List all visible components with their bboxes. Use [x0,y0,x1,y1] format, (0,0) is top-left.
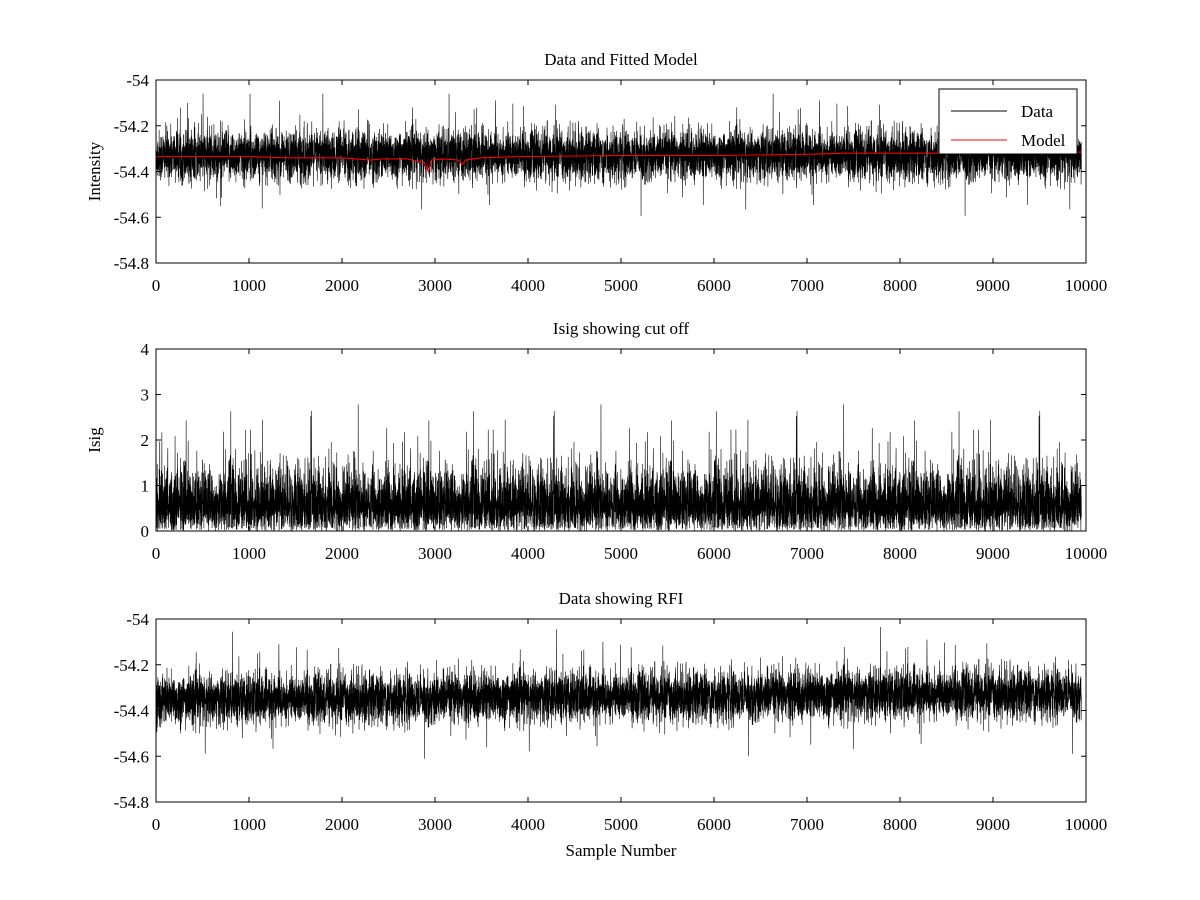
x-tick-label: 5000 [604,544,638,563]
legend-box [938,88,1078,155]
subplot-title: Isig showing cut off [553,319,689,338]
y-tick-label: -54.2 [114,656,149,675]
x-tick-label: 8000 [883,815,917,834]
y-tick-label: 1 [141,477,150,496]
x-tick-label: 0 [152,276,161,295]
y-tick-label: 2 [141,431,150,450]
y-tick-label: 3 [141,386,150,405]
x-tick-label: 0 [152,815,161,834]
x-tick-label: 10000 [1065,815,1108,834]
y-tick-label: 4 [141,340,150,359]
subplot-3: 0 1000 2000 3000 4000 5000 6000 7000 8000 9000 100… [114,589,1108,860]
x-tick-label: 8000 [883,544,917,563]
x-tick-label: 7000 [790,544,824,563]
x-tick-label: 9000 [976,544,1010,563]
legend-label-model: Model [1021,131,1066,150]
y-tick-label: -54.4 [114,702,150,721]
x-tick-label: 1000 [232,276,266,295]
x-tick-label: 0 [152,544,161,563]
subplot-title: Data showing RFI [559,589,684,608]
y-axis-label: Intensity [85,141,104,201]
x-tick-label: 2000 [325,815,359,834]
subplot-2: 0 1000 2000 3000 4000 5000 6000 7000 8000 9000 100… [85,319,1107,563]
x-tick-label: 4000 [511,276,545,295]
x-tick-label: 6000 [697,815,731,834]
y-tick-label: -54.8 [114,254,149,273]
legend: Data Model [938,88,1078,155]
x-tick-label: 2000 [325,276,359,295]
y-tick-label: -54.2 [114,117,149,136]
x-tick-label: 3000 [418,544,452,563]
x-tick-label: 1000 [232,544,266,563]
x-tick-label: 4000 [511,815,545,834]
y-tick-label: -54.6 [114,747,149,766]
y-tick-label: -54.4 [114,163,150,182]
x-tick-label: 7000 [790,276,824,295]
x-tick-label: 6000 [697,544,731,563]
subplot-title: Data and Fitted Model [544,50,698,69]
x-tick-label: 5000 [604,276,638,295]
x-tick-label: 9000 [976,276,1010,295]
x-tick-label: 7000 [790,815,824,834]
x-tick-label: 6000 [697,276,731,295]
y-tick-label: 0 [141,522,150,541]
y-tick-label: -54 [126,610,149,629]
x-tick-label: 5000 [604,815,638,834]
x-tick-label: 10000 [1065,276,1108,295]
x-tick-label: 4000 [511,544,545,563]
x-tick-label: 8000 [883,276,917,295]
x-tick-label: 3000 [418,276,452,295]
series-line-model [156,151,1082,174]
x-axis-label: Sample Number [566,841,677,860]
x-tick-label: 10000 [1065,544,1108,563]
y-tick-label: -54 [126,71,149,90]
series-line-data [156,626,1082,759]
y-axis-label: Isig [85,427,104,453]
x-tick-label: 2000 [325,544,359,563]
y-tick-label: -54.6 [114,208,149,227]
y-tick-label: -54.8 [114,793,149,812]
legend-label-data: Data [1021,102,1054,121]
series-line-isig [156,404,1082,531]
subplot-1: 0 1000 2000 3000 4000 5000 6000 7000 8000 9000 100… [85,50,1107,295]
x-tick-label: 3000 [418,815,452,834]
x-tick-label: 9000 [976,815,1010,834]
x-tick-label: 1000 [232,815,266,834]
